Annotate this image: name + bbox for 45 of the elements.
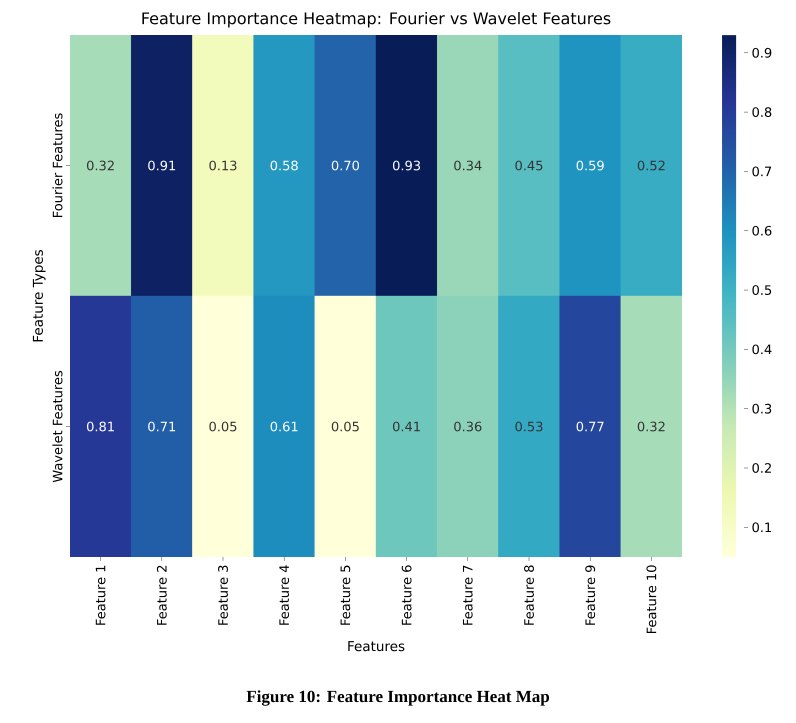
caption: Figure 10: Feature Importance Heat Map xyxy=(246,690,550,706)
data-label: 0.61 xyxy=(270,422,298,432)
y-tick-label: Fourier Features xyxy=(52,113,62,217)
y-tick-label: Wavelet Features xyxy=(52,370,62,482)
x-tick-label: Feature 10 xyxy=(646,565,656,634)
data-label: 0.71 xyxy=(148,422,176,432)
chart-title: Feature Importance Heatmap: Fourier vs Wavelet Features xyxy=(142,12,610,28)
x-tick-label: Feature 2 xyxy=(156,566,167,625)
x-tick-label: Feature 8 xyxy=(524,565,534,625)
data-label: 0.32 xyxy=(86,160,114,170)
data-label: 0.36 xyxy=(454,422,482,432)
x-axis-title: Features xyxy=(348,641,404,652)
data-label: 0.70 xyxy=(332,160,359,170)
data-label: 0.05 xyxy=(332,422,359,432)
color-bar-label: 0.9 xyxy=(752,48,772,58)
data-label: 0.52 xyxy=(638,160,665,170)
y-axis-title: Feature Types xyxy=(32,250,46,342)
color-bar-label: 0.2 xyxy=(752,463,771,473)
data-label: 0.53 xyxy=(515,422,542,432)
x-tick-label: Feature 4 xyxy=(279,565,290,625)
data-label: 0.34 xyxy=(454,160,482,170)
data-label: 0.59 xyxy=(576,160,604,170)
data-label: 0.93 xyxy=(392,160,420,170)
data-label: 0.41 xyxy=(392,422,420,432)
data-label: 0.58 xyxy=(270,160,298,170)
x-tick-label: Feature 7 xyxy=(462,566,473,625)
color-bar-label: 0.7 xyxy=(752,166,772,176)
color-bar-label: 0.4 xyxy=(752,344,772,354)
data-label: 0.81 xyxy=(86,422,114,432)
data-label: 0.45 xyxy=(515,160,542,170)
x-tick-label: Feature 1 xyxy=(96,566,106,625)
color-bar-label: 0.5 xyxy=(752,285,772,295)
data-label: 0.05 xyxy=(209,422,236,432)
data-label: 0.77 xyxy=(576,422,604,432)
color-bar-label: 0.6 xyxy=(752,226,772,236)
data-label: 0.32 xyxy=(638,422,665,432)
x-tick-label: Feature 6 xyxy=(402,565,412,625)
color-bar-label: 0.3 xyxy=(752,404,772,414)
color-bar-label: 0.8 xyxy=(752,107,772,118)
x-tick-label: Feature 9 xyxy=(585,565,596,625)
x-tick-label: Feature 5 xyxy=(340,566,350,625)
data-label: 0.13 xyxy=(209,160,236,170)
data-label: 0.91 xyxy=(148,160,176,170)
color-bar-label: 0.1 xyxy=(752,522,772,532)
x-tick-label: Feature 3 xyxy=(218,566,228,625)
